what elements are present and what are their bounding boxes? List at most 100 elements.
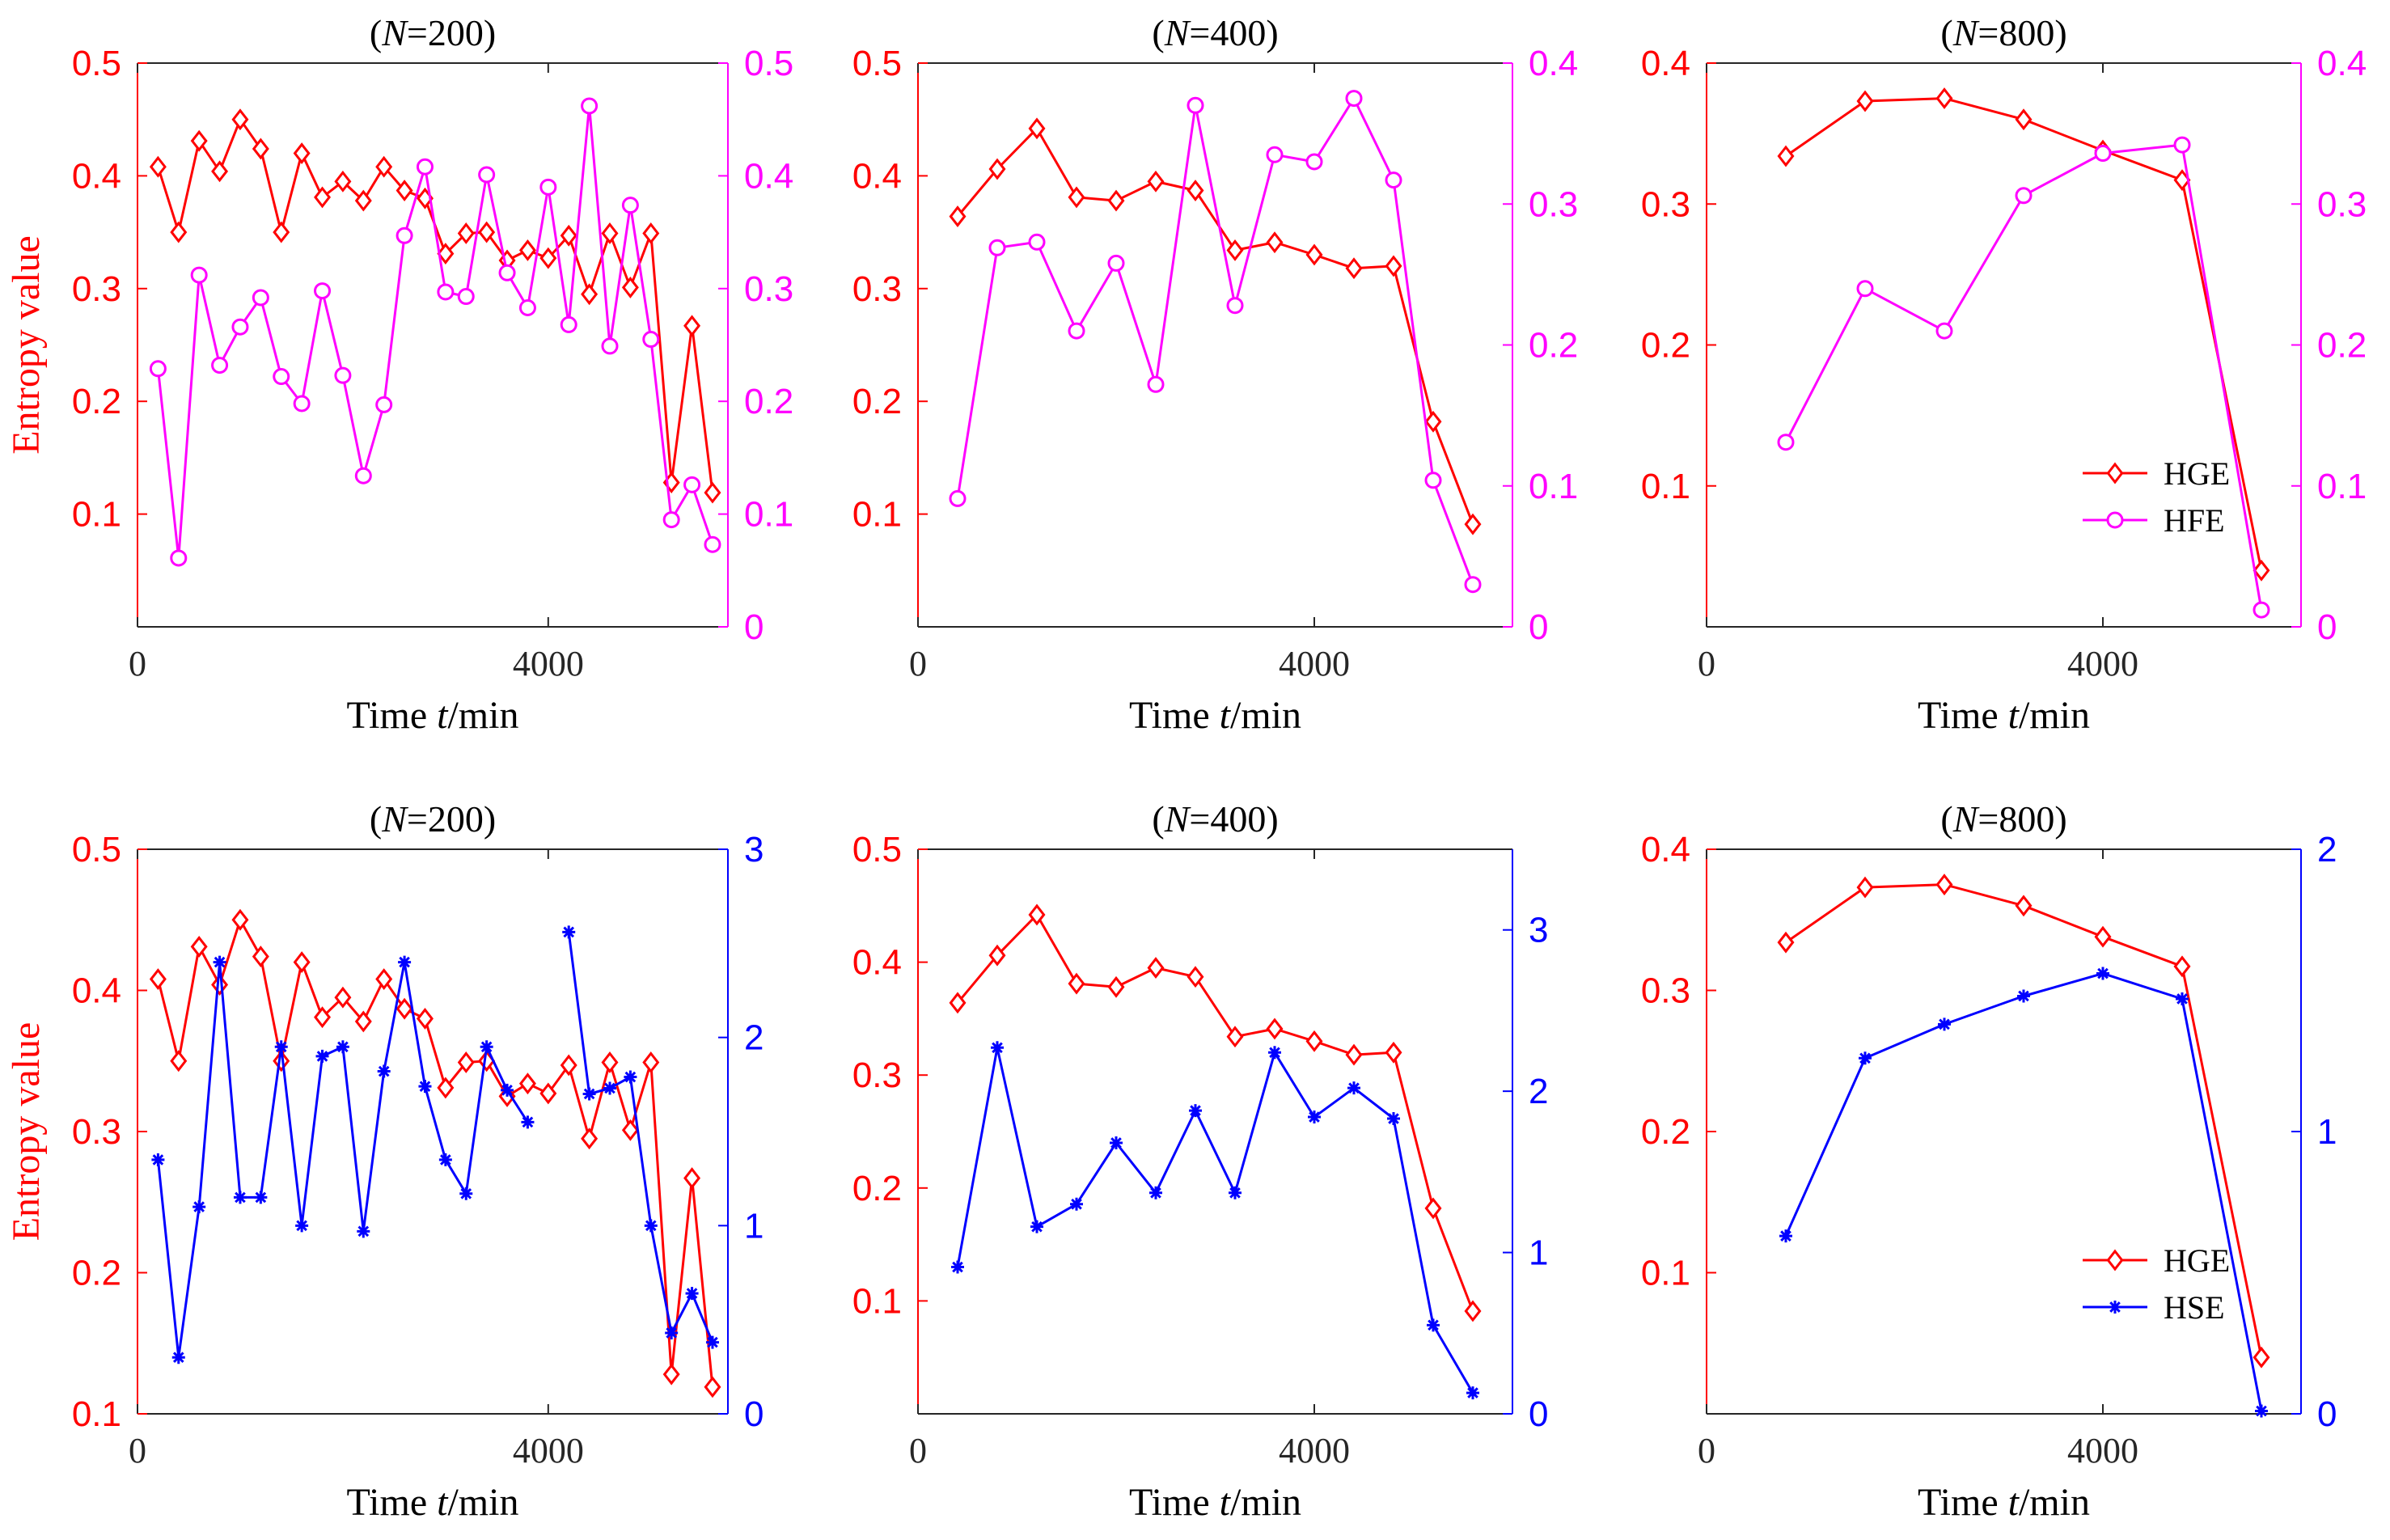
x-tick-label: 4000 [1279,1431,1350,1470]
x-axis-label-prefix: Time [1129,694,1220,737]
data-point-hge [949,205,967,228]
chart-title-prefix: ( [1152,798,1164,840]
data-point-hge [334,170,352,192]
data-point-hse [1149,1186,1162,1199]
chart-title-suffix: =200) [407,798,496,840]
data-point-hge [621,276,639,298]
y-tick-label-right: 0.2 [2317,326,2367,366]
x-axis-label: Time t/min [347,1481,519,1524]
data-point-hge [1266,231,1284,254]
data-point-hfe [683,476,701,493]
series-line-hge [1785,97,2263,571]
data-point-hse [501,1083,514,1097]
data-point-hge [293,142,311,164]
legend-marker-hge [2106,1249,2124,1271]
data-point-hfe [190,266,208,284]
data-point-hfe [231,318,249,336]
data-point-hfe [2253,601,2270,619]
y-tick-label-left: 0.3 [1641,971,1690,1011]
data-point-hge [190,129,208,152]
data-point-hge [396,997,413,1020]
x-axis-label-prefix: Time [1129,1481,1220,1524]
data-point-hfe [1385,171,1402,189]
data-point-hfe [2015,187,2033,205]
data-point-hge [170,221,188,243]
data-point-hfe [1068,322,1085,340]
data-point-hfe [1345,90,1363,108]
data-point-hge [354,1010,372,1033]
y-tick-label-right: 0 [2317,607,2337,647]
y-tick-label-right: 0 [744,607,764,647]
data-point-hfe [498,264,516,281]
y-tick-label-right: 0.4 [1529,44,1578,83]
chart-title: (N=200) [370,798,496,840]
data-point-hge [396,180,413,201]
data-point-hse [562,925,576,939]
data-point-hfe [375,396,393,413]
data-point-hge [601,222,619,244]
y-tick-label-left: 0.1 [1641,467,1690,506]
data-point-hse [438,1153,452,1166]
y-tick-label-right: 0.2 [1529,326,1578,366]
data-point-hge [642,1051,660,1073]
data-point-hse [192,1200,206,1214]
data-point-hge [354,189,372,212]
data-point-hfe [1266,146,1284,163]
x-tick-label: 4000 [513,644,584,683]
data-point-hge [273,221,290,243]
data-point-hse [315,1049,329,1063]
y-tick-label-left: 0.4 [1641,830,1690,869]
data-point-hse [2176,992,2189,1005]
data-point-hge [1856,90,1874,112]
y-tick-label-left: 0.1 [852,495,902,535]
data-point-hge [1345,1043,1363,1066]
data-point-hge [170,1050,188,1072]
y-tick-label-left: 0.4 [852,156,902,196]
chart-panel: 0 4000 0.1 0.2 0.3 0.4 0.5 0 0.1 0.2 0.3 0.4 0.5 (N=2… [5,12,793,737]
data-point-hge [252,946,269,968]
y-tick-label-left: 0.5 [72,830,121,869]
data-point-hge [1147,957,1165,979]
data-point-hfe [704,535,721,553]
chart-title: (N=800) [1940,12,2066,53]
chart-title-suffix: =400) [1189,798,1278,840]
data-point-hge [1107,189,1125,212]
data-point-hge [1187,966,1204,988]
x-tick-label: 0 [909,644,927,683]
y-tick-label-right: 0 [744,1394,764,1434]
data-point-hge [1424,410,1442,433]
data-point-hse [1859,1051,1872,1065]
data-point-hge [1385,1041,1402,1064]
x-axis-label-suffix: /min [2019,694,2090,737]
chart-title-prefix: ( [370,798,382,840]
data-point-hse [336,1040,349,1054]
chart-panel: 0 4000 0.1 0.2 0.3 0.4 0.5 0 0.1 0.2 0.3 0.4 (N=400)… [852,12,1578,737]
data-point-hge [1028,903,1046,926]
data-point-hge [1424,1197,1442,1220]
data-point-hge [211,160,229,183]
legend-label-hse: HSE [2164,1289,2225,1326]
y-tick-label-right: 0.3 [1529,184,1578,224]
data-point-hge [683,1167,701,1190]
legend: HGE HFE [2083,455,2230,539]
y-tick-label-right: 2 [1529,1072,1548,1111]
data-point-hge [1187,180,1204,201]
series-hse [151,925,719,1364]
series-hge [949,903,1482,1322]
chart-title-prefix: ( [1940,12,1952,53]
y-tick-label-right: 0.1 [744,495,793,535]
x-axis-label-prefix: Time [347,694,438,737]
data-point-hge [314,1006,332,1029]
data-point-hge [334,986,352,1009]
data-point-hge [1266,1018,1284,1040]
data-point-hfe [988,239,1006,256]
chart-title: (N=200) [370,12,496,53]
data-point-hge [642,222,660,244]
data-point-hge [621,1119,639,1141]
data-point-hfe [314,282,332,300]
series-hfe [1777,136,2270,619]
data-point-hge [1777,931,1795,954]
data-point-hse [233,1191,247,1204]
data-point-hse [685,1287,699,1301]
series-hge [149,108,721,504]
